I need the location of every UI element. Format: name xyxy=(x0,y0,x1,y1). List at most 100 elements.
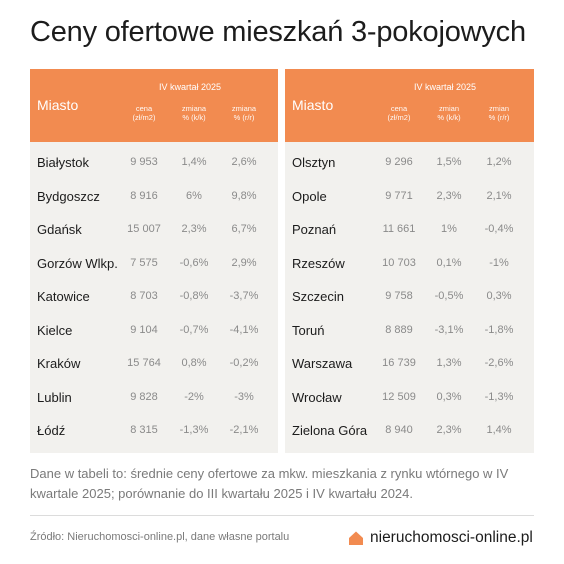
table-row: Rzeszów 10 703 0,1% -1% xyxy=(285,247,534,280)
price-value: 16 739 xyxy=(382,357,416,369)
city-name: Kraków xyxy=(37,356,81,371)
yy-change-value: 2,1% xyxy=(486,189,512,202)
qq-change-value: 1,3% xyxy=(436,357,462,369)
city-name: Wrocław xyxy=(292,389,342,405)
qq-column-header: zmiana % (k/k) xyxy=(181,104,207,122)
price-value: 8 940 xyxy=(385,424,413,436)
yy-change-value: 2,9% xyxy=(231,256,257,269)
yy-change-value: -2,1% xyxy=(229,424,259,436)
yy-column-header: zmiana % (r/r) xyxy=(231,104,257,122)
qq-change-value: -1,3% xyxy=(179,424,209,436)
table-row: Białystok 9 953 1,4% 2,6% xyxy=(30,146,278,179)
table-row: Lublin 9 828 -2% -3% xyxy=(30,381,278,414)
price-value: 9 953 xyxy=(130,156,158,168)
price-value: 8 916 xyxy=(130,189,158,202)
table-row: Łódź 8 315 -1,3% -2,1% xyxy=(30,414,278,447)
yy-change-value: -2,6% xyxy=(484,357,514,369)
price-value: 9 828 xyxy=(130,390,158,403)
qq-change-value: 1,4% xyxy=(181,156,207,168)
city-column-header: Miasto xyxy=(292,97,334,113)
qq-change-value: 2,3% xyxy=(181,223,207,235)
table-right: Miasto IV kwartał 2025 cena (zł/m2) zmia… xyxy=(285,69,534,453)
yy-change-value: 2,6% xyxy=(231,156,257,168)
qq-change-value: 6% xyxy=(186,189,202,202)
yy-change-value: 9,8% xyxy=(231,189,257,202)
qq-change-value: -0,6% xyxy=(179,256,209,269)
qq-change-value: -0,5% xyxy=(434,290,464,302)
qq-change-value: 2,3% xyxy=(436,189,462,202)
table-row: Zielona Góra 8 940 2,3% 1,4% xyxy=(285,414,534,447)
table-row: Gorzów Wlkp. 7 575 -0,6% 2,9% xyxy=(30,247,278,280)
qq-change-value: 1,5% xyxy=(436,156,462,168)
quarter-label: IV kwartał 2025 xyxy=(159,82,222,92)
city-name: Lublin xyxy=(37,389,72,405)
city-name: Zielona Góra xyxy=(292,423,368,438)
city-name: Bydgoszcz xyxy=(37,188,100,204)
price-value: 8 889 xyxy=(385,323,413,336)
price-value: 9 758 xyxy=(385,290,413,302)
yy-change-value: -4,1% xyxy=(229,323,259,336)
table-row: Szczecin 9 758 -0,5% 0,3% xyxy=(285,280,534,313)
table-row: Opole 9 771 2,3% 2,1% xyxy=(285,180,534,213)
qq-change-value: 0,3% xyxy=(436,390,462,403)
yy-change-value: -1% xyxy=(489,256,509,269)
table-left-header: Miasto IV kwartał 2025 cena (zł/m2) zmia… xyxy=(30,69,278,142)
yy-change-value: -1,3% xyxy=(484,390,514,403)
footnote: Dane w tabeli to: średnie ceny ofertowe … xyxy=(30,466,509,501)
table-right-header: Miasto IV kwartał 2025 cena (zł/m2) zmia… xyxy=(285,69,534,142)
city-name: Poznań xyxy=(292,222,337,237)
city-name: Katowice xyxy=(37,289,90,304)
price-value: 8 703 xyxy=(130,290,158,302)
yy-change-value: 0,3% xyxy=(486,290,512,302)
city-name: Gorzów Wlkp. xyxy=(37,255,118,271)
page-title: Ceny ofertowe mieszkań 3-pokojowych xyxy=(30,16,526,48)
divider xyxy=(30,515,534,516)
table-row: Gdańsk 15 007 2,3% 6,7% xyxy=(30,213,278,246)
city-name: Gdańsk xyxy=(37,222,82,237)
yy-change-value: 1,4% xyxy=(486,424,512,436)
city-column-header: Miasto xyxy=(37,97,79,113)
yy-change-value: -1,8% xyxy=(484,323,514,336)
qq-column-header: zmian % (k/k) xyxy=(437,104,461,122)
table-row: Olsztyn 9 296 1,5% 1,2% xyxy=(285,146,534,179)
qq-change-value: -3,1% xyxy=(434,323,464,336)
qq-change-value: 0,8% xyxy=(181,357,207,369)
yy-change-value: -0,4% xyxy=(484,223,514,235)
city-name: Toruń xyxy=(292,322,325,338)
qq-change-value: -2% xyxy=(184,390,204,403)
price-column-header: cena (zł/m2) xyxy=(387,104,411,122)
price-value: 8 315 xyxy=(130,424,158,436)
table-row: Kraków 15 764 0,8% -0,2% xyxy=(30,347,278,380)
price-value: 12 509 xyxy=(382,390,416,403)
table-row: Poznań 11 661 1% -0,4% xyxy=(285,213,534,246)
brand-name: nieruchomosci-online.pl xyxy=(370,529,533,546)
city-name: Białystok xyxy=(37,155,90,170)
price-value: 15 764 xyxy=(127,357,161,369)
table-row: Warszawa 16 739 1,3% -2,6% xyxy=(285,347,534,380)
table-row: Bydgoszcz 8 916 6% 9,8% xyxy=(30,180,278,213)
city-name: Warszawa xyxy=(292,356,353,371)
qq-change-value: -0,8% xyxy=(179,290,209,302)
table-row: Katowice 8 703 -0,8% -3,7% xyxy=(30,280,278,313)
yy-change-value: -3% xyxy=(234,390,254,403)
price-value: 10 703 xyxy=(382,256,416,269)
yy-change-value: 1,2% xyxy=(486,156,512,168)
yy-column-header: zmian % (r/r) xyxy=(488,104,510,122)
price-value: 11 661 xyxy=(382,223,416,235)
qq-change-value: -0,7% xyxy=(179,323,209,336)
yy-change-value: -0,2% xyxy=(229,357,259,369)
table-row: Kielce 9 104 -0,7% -4,1% xyxy=(30,314,278,347)
city-name: Szczecin xyxy=(292,289,345,304)
city-name: Olsztyn xyxy=(292,155,336,170)
price-value: 9 771 xyxy=(385,189,413,202)
city-name: Łódź xyxy=(37,423,66,438)
city-name: Opole xyxy=(292,188,327,204)
table-left: Miasto IV kwartał 2025 cena (zł/m2) zmia… xyxy=(30,69,278,453)
quarter-label: IV kwartał 2025 xyxy=(414,82,477,92)
price-column-header: cena (zł/m2) xyxy=(132,104,156,122)
yy-change-value: 6,7% xyxy=(231,223,257,235)
yy-change-value: -3,7% xyxy=(229,290,259,302)
price-value: 15 007 xyxy=(127,223,161,235)
qq-change-value: 2,3% xyxy=(436,424,462,436)
table-row: Wrocław 12 509 0,3% -1,3% xyxy=(285,381,534,414)
